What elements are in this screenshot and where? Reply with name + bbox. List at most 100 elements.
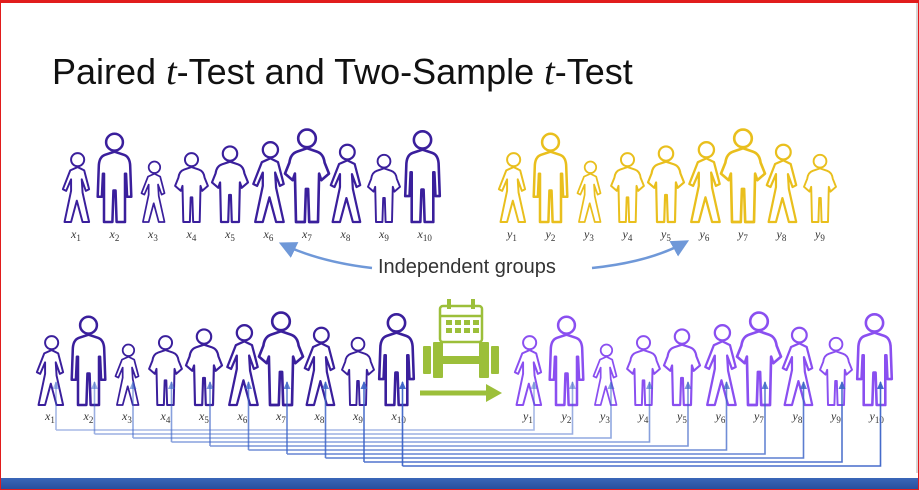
- group-x-top: x1 x2 x3 x4 x5 x6 x7 x8 x9 x10: [61, 128, 442, 243]
- x-top-person-5: [210, 145, 250, 224]
- pair-link-6-tip-x: [245, 381, 252, 389]
- x-top-label-4: x4: [186, 227, 197, 243]
- pair-link-5-tip-x: [206, 381, 214, 389]
- pair-link-3-tip-x: [129, 381, 137, 389]
- x-bottom-person-2: [70, 315, 107, 407]
- group-y-top: y1 y2 y3 y4 y5 y6 y7 y8 y9: [497, 128, 837, 243]
- x-top-person-2: [96, 132, 133, 224]
- right-arrow-icon: [420, 384, 502, 402]
- x-top-label-10: x10: [417, 227, 433, 243]
- x-top-label-2: x2: [109, 227, 120, 243]
- y-top-label-3: y3: [583, 227, 594, 243]
- x-bottom-label-10: x10: [391, 409, 407, 425]
- y-top-label-2: y2: [545, 227, 556, 243]
- y-bottom-label-4: y4: [638, 409, 649, 425]
- y-top-label-9: y9: [814, 227, 825, 243]
- pair-link-7: [286, 382, 766, 455]
- y-bottom-person-5: [662, 328, 702, 407]
- y-bottom-label-1: y1: [522, 409, 533, 425]
- y-bottom-person-1: [513, 335, 543, 406]
- pair-link-8-tip-y: [800, 381, 807, 389]
- group-y-bottom: y1 y2 y3 y4 y5 y6 y7 y8 y9 y10: [513, 311, 894, 425]
- pair-link-5-tip-y: [684, 381, 692, 389]
- y-top-person-4: [610, 152, 645, 223]
- taskbar-strip: [0, 478, 919, 490]
- y-top-label-1: y1: [506, 227, 517, 243]
- pair-link-4: [170, 382, 651, 443]
- x-top-person-8: [329, 143, 362, 224]
- y-top-person-2: [532, 132, 569, 224]
- x-bottom-person-7: [257, 311, 305, 407]
- pair-link-2-tip-x: [91, 381, 98, 389]
- independent-arrow-left: [278, 242, 373, 270]
- pair-link-1-tip-x: [52, 381, 60, 389]
- x-bottom-person-10: [377, 312, 416, 407]
- pair-link-2: [93, 382, 574, 435]
- independent-arrow-right: [591, 240, 690, 270]
- pair-link-10: [401, 382, 882, 467]
- pair-link-6: [247, 382, 728, 451]
- pair-link-3-tip-y: [607, 381, 615, 389]
- pair-link-9: [363, 382, 843, 463]
- x-top-person-7: [283, 128, 331, 224]
- pair-link-4-tip-y: [646, 381, 653, 389]
- y-top-person-1: [497, 152, 527, 223]
- x-bottom-label-9: x9: [352, 409, 363, 425]
- pair-link-8-tip-x: [322, 381, 329, 389]
- pair-link-9-tip-y: [838, 381, 846, 389]
- y-top-person-6: [688, 141, 721, 224]
- y-bottom-label-10: y10: [869, 409, 885, 425]
- y-top-person-3: [576, 160, 602, 223]
- x-top-person-6: [252, 141, 285, 224]
- y-bottom-label-3: y3: [599, 409, 610, 425]
- pair-link-3: [132, 382, 612, 439]
- pair-link-4-tip-x: [168, 381, 175, 389]
- y-top-label-7: y7: [737, 227, 748, 243]
- x-top-label-1: x1: [70, 227, 81, 243]
- x-bottom-label-5: x5: [198, 409, 209, 425]
- x-bottom-person-3: [114, 343, 140, 406]
- x-bottom-label-7: x7: [275, 409, 286, 425]
- y-bottom-label-7: y7: [753, 409, 764, 425]
- y-top-person-7: [719, 128, 767, 224]
- pair-link-7-tip-x: [283, 381, 291, 389]
- x-bottom-person-5: [184, 328, 224, 407]
- x-bottom-person-9: [341, 336, 375, 406]
- x-bottom-label-4: x4: [160, 409, 171, 425]
- x-top-person-1: [61, 152, 91, 223]
- pair-link-7-tip-y: [761, 381, 769, 389]
- x-bottom-label-1: x1: [44, 409, 55, 425]
- y-bottom-person-10: [855, 312, 894, 407]
- pair-link-1-tip-y: [530, 381, 538, 389]
- y-top-person-5: [646, 145, 686, 224]
- pair-link-10-tip-x: [399, 381, 406, 389]
- x-bottom-person-1: [35, 335, 65, 406]
- pair-link-2-tip-y: [569, 381, 576, 389]
- x-bottom-label-8: x8: [314, 409, 325, 425]
- y-top-person-9: [803, 153, 837, 223]
- x-bottom-label-2: x2: [83, 409, 94, 425]
- x-bottom-person-4: [148, 335, 183, 406]
- y-bottom-label-6: y6: [715, 409, 726, 425]
- y-bottom-label-9: y9: [830, 409, 841, 425]
- x-bottom-person-6: [226, 324, 259, 407]
- y-bottom-person-7: [735, 311, 783, 407]
- calendar-icon: [438, 299, 484, 344]
- group-x-bottom: x1 x2 x3 x4 x5 x6 x7 x8 x9 x10: [35, 311, 416, 425]
- y-bottom-person-8: [781, 326, 814, 407]
- pair-link-10-tip-y: [877, 381, 884, 389]
- y-bottom-person-3: [592, 343, 618, 406]
- scrollbar[interactable]: [916, 3, 919, 473]
- x-top-label-5: x5: [224, 227, 235, 243]
- x-bottom-person-8: [303, 326, 336, 407]
- y-bottom-person-6: [704, 324, 737, 407]
- x-top-label-6: x6: [263, 227, 274, 243]
- pair-link-9-tip-x: [360, 381, 368, 389]
- y-top-person-8: [765, 143, 798, 224]
- page-title: Paired t-Test and Two-Sample t-Test: [52, 51, 633, 93]
- x-top-label-9: x9: [378, 227, 389, 243]
- y-bottom-person-4: [626, 335, 661, 406]
- y-bottom-label-2: y2: [561, 409, 572, 425]
- x-top-person-10: [403, 129, 442, 224]
- y-bottom-label-8: y8: [792, 409, 803, 425]
